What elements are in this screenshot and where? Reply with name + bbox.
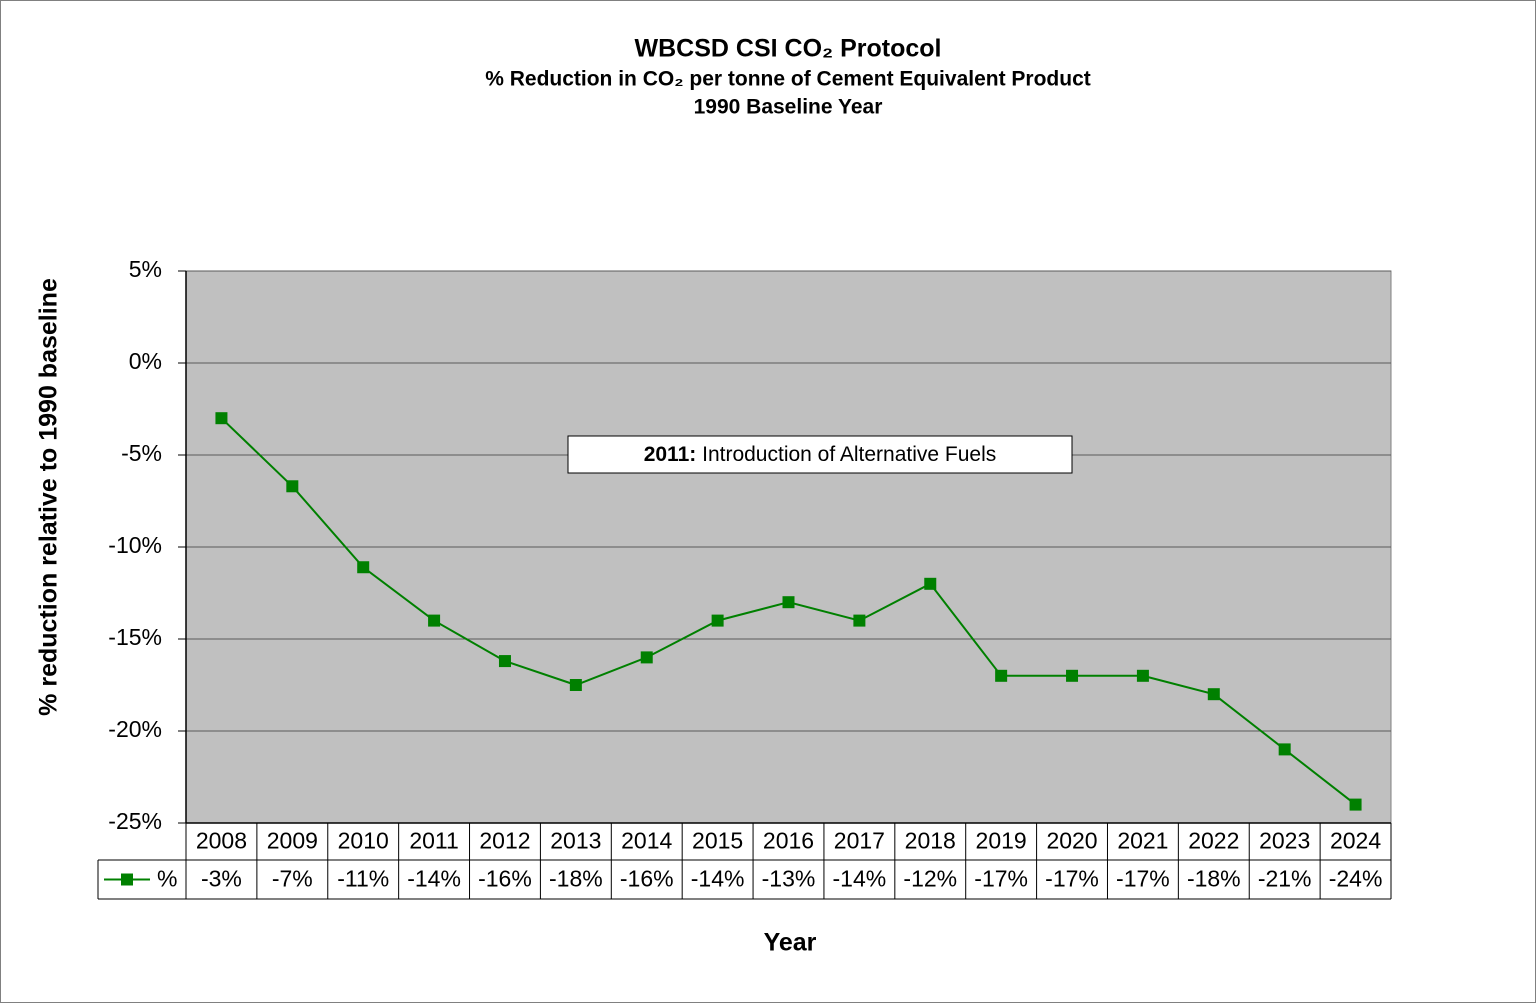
y-tick-label: -20%	[108, 716, 162, 742]
x-tick-label: 2012	[479, 828, 530, 854]
data-point	[428, 614, 441, 627]
x-tick-label: 2019	[976, 828, 1027, 854]
y-tick-label: -25%	[108, 808, 162, 834]
x-tick-label: 2008	[196, 828, 247, 854]
x-axis-title: Year	[764, 929, 817, 957]
table-value: -16%	[620, 866, 674, 892]
x-tick-label: 2016	[763, 828, 814, 854]
x-tick-label: 2022	[1188, 828, 1239, 854]
table-value: -14%	[407, 866, 461, 892]
annotation-label: 2011:	[644, 443, 697, 466]
data-point	[569, 679, 582, 691]
y-tick-label: -5%	[121, 440, 162, 466]
table-value: -14%	[691, 866, 745, 892]
x-tick-label: 2021	[1117, 828, 1168, 854]
table-value: -18%	[1187, 866, 1241, 892]
annotation-box	[567, 435, 1073, 474]
x-tick-label: 2013	[550, 828, 601, 854]
x-tick-label: 2015	[692, 828, 743, 854]
table-value: -11%	[337, 866, 389, 892]
x-tick-label: 2023	[1259, 828, 1310, 854]
table-value: -21%	[1258, 866, 1312, 892]
table-value: -14%	[833, 866, 887, 892]
data-point	[853, 614, 866, 627]
legend-marker	[121, 873, 133, 886]
table-value: -17%	[974, 866, 1028, 892]
table-value: -17%	[1045, 866, 1099, 892]
table-value: -18%	[549, 866, 603, 892]
table-value: -24%	[1329, 866, 1383, 892]
x-tick-label: 2020	[1046, 828, 1097, 854]
x-tick-label: 2009	[267, 828, 318, 854]
table-value: -12%	[903, 866, 957, 892]
data-point	[1278, 743, 1291, 756]
y-tick-label: -10%	[108, 532, 162, 558]
x-tick-label: 2024	[1330, 828, 1381, 854]
x-tick-label: 2011	[409, 828, 458, 854]
data-point	[711, 614, 724, 627]
table-value: -7%	[272, 866, 313, 892]
data-point	[1349, 798, 1362, 811]
y-tick-label: 5%	[129, 256, 162, 282]
y-tick-label: 0%	[129, 348, 162, 374]
plot: -25% -20% -15% -10% -5% 0% 5% 2008 2009 2010 2011 2…	[97, 256, 1392, 900]
data-point	[640, 651, 653, 664]
y-axis-title: % reduction relative to 1990 baseline	[35, 278, 63, 716]
chart-title: WBCSD CSI CO₂ Protocol	[635, 35, 942, 63]
data-point	[215, 412, 228, 425]
annotation: 2011: Introduction of Alternative Fuels	[644, 443, 997, 466]
data-point	[357, 561, 370, 574]
annotation-text: Introduction of Alternative Fuels	[702, 443, 996, 466]
data-point	[995, 669, 1008, 682]
data-point	[498, 655, 511, 668]
chart-subtitle: % Reduction in CO₂ per tonne of Cement E…	[485, 68, 1091, 91]
legend-label: %	[157, 866, 177, 892]
x-tick-label: 2014	[621, 828, 672, 854]
table-value: -3%	[201, 866, 242, 892]
data-point	[286, 480, 299, 493]
data-point	[1066, 669, 1079, 682]
data-point	[1136, 669, 1149, 682]
x-tick-label: 2010	[338, 828, 389, 854]
table-value: -16%	[478, 866, 532, 892]
data-point	[924, 577, 937, 590]
table-value: -13%	[762, 866, 816, 892]
chart-subtitle: 1990 Baseline Year	[694, 96, 883, 119]
x-tick-label: 2017	[834, 828, 885, 854]
y-tick-label: -15%	[108, 624, 162, 650]
data-point	[1207, 688, 1220, 701]
x-tick-label: 2018	[905, 828, 956, 854]
table-value: -17%	[1116, 866, 1170, 892]
data-point	[782, 596, 795, 609]
